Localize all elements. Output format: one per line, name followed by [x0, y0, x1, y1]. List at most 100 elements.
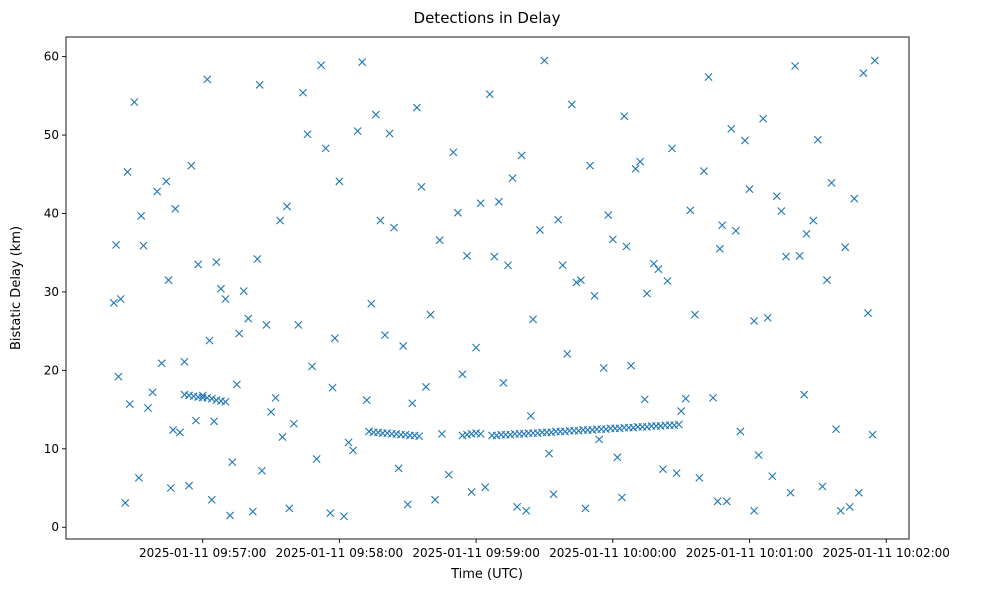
data-point [362, 396, 371, 405]
data-point [380, 331, 389, 340]
data-point [390, 223, 399, 232]
data-point [690, 310, 699, 319]
data-point [212, 258, 221, 267]
data-point [854, 488, 863, 497]
y-tick-label: 20 [44, 363, 59, 377]
data-point [125, 400, 134, 409]
data-point [421, 382, 430, 391]
data-point [558, 261, 567, 270]
data-point [321, 144, 330, 153]
data-point [868, 430, 877, 439]
data-point [207, 394, 216, 403]
data-point [599, 364, 608, 372]
data-point [654, 265, 663, 274]
x-tick-label: 2025-01-11 10:00:00 [549, 546, 676, 560]
plot-area [65, 36, 910, 540]
data-point [549, 490, 558, 499]
data-point [750, 316, 759, 325]
data-point [663, 276, 672, 285]
y-tick-label: 40 [44, 206, 59, 220]
data-point [134, 473, 143, 482]
x-tick-label: 2025-01-11 09:57:00 [139, 546, 266, 560]
data-point [672, 469, 681, 478]
data-point [674, 420, 683, 429]
data-point [453, 208, 462, 217]
data-point [772, 192, 781, 201]
data-point [791, 62, 800, 71]
data-point [467, 487, 476, 496]
data-point [870, 56, 879, 65]
data-point [191, 416, 200, 425]
data-point [485, 90, 494, 99]
data-point [415, 432, 424, 441]
x-axis-label: Time (UTC) [450, 567, 523, 582]
data-point [759, 114, 768, 123]
data-point [595, 435, 604, 444]
data-point [207, 495, 216, 504]
data-point [185, 481, 194, 490]
data-point [349, 446, 358, 455]
data-point [472, 343, 481, 352]
data-point [608, 235, 617, 244]
data-point [745, 185, 754, 194]
data-point [631, 164, 640, 173]
data-point [137, 211, 146, 220]
data-point [722, 497, 731, 506]
data-point [704, 73, 713, 81]
data-point [567, 100, 576, 109]
data-point [278, 433, 287, 442]
data-point [130, 98, 139, 107]
data-point [572, 278, 581, 287]
data-point [139, 241, 148, 250]
data-point [437, 429, 446, 438]
data-point [239, 287, 248, 296]
x-tick-label: 2025-01-11 10:01:00 [686, 546, 813, 560]
data-point [232, 380, 241, 389]
data-point [540, 56, 549, 65]
data-point [822, 276, 831, 285]
data-point [312, 455, 321, 463]
data-point [768, 472, 777, 481]
data-point [754, 451, 763, 460]
data-point [412, 103, 421, 112]
data-point [590, 291, 599, 300]
data-point [226, 511, 235, 520]
data-point [713, 497, 722, 506]
data-point [399, 342, 408, 351]
data-point [517, 151, 526, 160]
data-point [187, 161, 196, 170]
data-point [435, 236, 444, 245]
data-point [367, 299, 376, 308]
data-point [636, 157, 645, 166]
data-point [642, 289, 651, 298]
data-point [253, 254, 262, 263]
data-point [203, 75, 212, 84]
data-point [335, 177, 344, 186]
data-point [499, 378, 508, 387]
data-point [681, 394, 690, 403]
data-point [157, 359, 166, 368]
data-point [731, 226, 740, 235]
data-point [481, 483, 490, 492]
data-point [431, 495, 440, 504]
data-point [813, 135, 822, 144]
data-point [330, 334, 339, 343]
data-point [235, 329, 244, 338]
data-point [116, 294, 125, 303]
data-point [308, 362, 317, 371]
data-point [426, 310, 435, 319]
data-point [545, 449, 554, 458]
data-point [171, 204, 180, 213]
data-point [180, 357, 189, 366]
data-point [328, 383, 337, 392]
data-point [283, 202, 291, 211]
x-tick-label: 2025-01-11 09:59:00 [412, 546, 539, 560]
data-point [850, 194, 859, 203]
data-point [403, 500, 412, 509]
data-point [522, 506, 531, 515]
data-point [836, 506, 845, 515]
data-point [371, 110, 380, 119]
data-point [649, 259, 658, 268]
data-point [112, 240, 121, 249]
